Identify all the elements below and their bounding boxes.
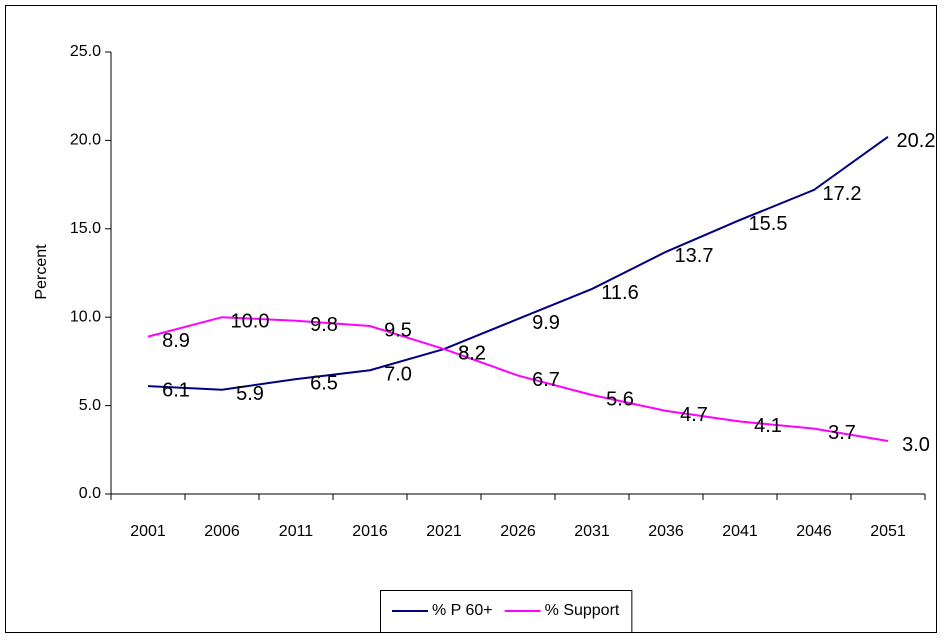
y-tick-label: 20.0 [70,132,101,149]
x-tick-label: 2041 [722,523,758,540]
data-label: 11.6 [601,282,638,304]
data-label: 6.1 [162,379,190,401]
data-label: 9.9 [532,312,560,334]
data-label: 8.2 [458,342,486,364]
x-tick-label: 2046 [796,523,832,540]
x-tick-label: 2051 [870,523,906,540]
data-label: 3.7 [828,422,856,444]
data-label: 15.5 [749,213,788,235]
data-label: 4.7 [680,404,708,426]
data-label: 8.2 [458,342,486,364]
x-tick-label: 2001 [130,523,166,540]
line-series [147,136,889,391]
data-label: 13.7 [675,245,714,267]
x-tick-label: 2021 [426,523,462,540]
legend-label: % Support [545,602,620,619]
data-label: 9.8 [310,314,338,336]
x-tick-label: 2036 [648,523,684,540]
legend-label: % P 60+ [432,602,493,619]
data-label: 20.2 [897,130,936,152]
data-label: 7.0 [384,364,412,386]
data-label: 3.0 [902,434,930,456]
data-label: 6.5 [310,372,338,394]
data-label: 5.6 [606,388,634,410]
y-tick-label: 25.0 [70,43,101,60]
x-tick-label: 2031 [574,523,610,540]
y-axis-label: Percent [33,244,50,300]
data-label: 4.1 [754,415,782,437]
chart-border [5,5,937,633]
x-tick-label: 2026 [500,523,536,540]
line-series [147,316,889,442]
data-label: 17.2 [823,183,862,205]
x-tick-label: 2006 [204,523,240,540]
data-label: 8.9 [162,330,190,352]
y-tick-label: 10.0 [70,308,101,325]
y-tick-label: 15.0 [70,220,101,237]
y-tick-label: 0.0 [79,485,101,502]
data-label: 6.7 [532,369,560,391]
data-label: 5.9 [236,383,264,405]
x-tick-label: 2016 [352,523,388,540]
x-tick-label: 2011 [279,523,314,540]
data-label: 9.5 [384,319,412,341]
y-tick-label: 5.0 [79,397,101,414]
data-label: 10.0 [231,310,270,332]
